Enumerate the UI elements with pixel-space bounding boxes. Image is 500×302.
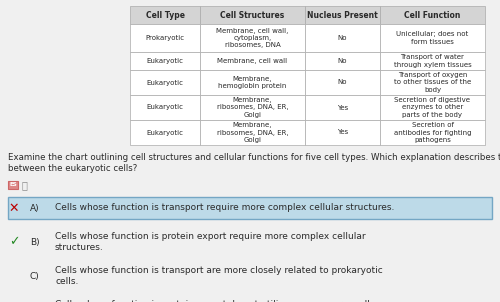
Text: Secretion of
antibodies for fighting
pathogens: Secretion of antibodies for fighting pat…: [394, 122, 471, 143]
Bar: [200, 24, 305, 52]
Text: Secretion of digestive
enzymes to other
parts of the body: Secretion of digestive enzymes to other …: [394, 97, 470, 118]
Text: Transport of oxygen
to other tissues of the
body: Transport of oxygen to other tissues of …: [394, 72, 471, 93]
Text: Transport of water
through xylem tissues: Transport of water through xylem tissues: [394, 54, 471, 68]
Bar: [305, 95, 380, 120]
Text: Unicellular; does not
form tissues: Unicellular; does not form tissues: [396, 31, 468, 45]
Text: Eukaryotic: Eukaryotic: [146, 130, 184, 136]
Text: Membrane, cell wall,
cytoplasm,
ribosomes, DNA: Membrane, cell wall, cytoplasm, ribosome…: [216, 28, 288, 48]
Text: Eukaryotic: Eukaryotic: [146, 58, 184, 64]
Text: Yes: Yes: [337, 130, 348, 136]
Bar: [380, 120, 485, 145]
Text: Examine the chart outlining cell structures and cellular functions for five cell: Examine the chart outlining cell structu…: [8, 153, 500, 173]
Text: C): C): [30, 271, 40, 281]
Text: Cell Structures: Cell Structures: [220, 11, 284, 20]
Text: ✕: ✕: [9, 201, 19, 214]
Bar: [130, 52, 200, 70]
Text: Membrane,
ribosomes, DNA, ER,
Golgi: Membrane, ribosomes, DNA, ER, Golgi: [216, 97, 288, 118]
Text: Cells whose function is protein export require more complex cellular
structures.: Cells whose function is protein export r…: [55, 232, 366, 252]
Bar: [8, 181, 18, 189]
Text: B): B): [30, 237, 40, 246]
Bar: [305, 24, 380, 52]
Text: ✓: ✓: [9, 236, 19, 249]
Text: A): A): [30, 204, 40, 213]
Text: Prokaryotic: Prokaryotic: [146, 35, 184, 41]
Bar: [200, 120, 305, 145]
Text: ES: ES: [9, 182, 17, 188]
Text: Cells whose function is transport are more closely related to prokaryotic
cells.: Cells whose function is transport are mo…: [55, 266, 383, 286]
Text: Cell Type: Cell Type: [146, 11, 184, 20]
Bar: [380, 52, 485, 70]
Text: No: No: [338, 58, 347, 64]
Bar: [380, 95, 485, 120]
Text: Nucleus Present: Nucleus Present: [307, 11, 378, 20]
Bar: [305, 70, 380, 95]
Bar: [130, 6, 200, 24]
Text: Membrane,
ribosomes, DNA, ER,
Golgi: Membrane, ribosomes, DNA, ER, Golgi: [216, 122, 288, 143]
Bar: [380, 70, 485, 95]
Text: Eukaryotic: Eukaryotic: [146, 79, 184, 85]
Text: Membrane, cell wall: Membrane, cell wall: [218, 58, 288, 64]
Bar: [130, 24, 200, 52]
Bar: [380, 24, 485, 52]
Bar: [305, 120, 380, 145]
Text: No: No: [338, 79, 347, 85]
Text: Yes: Yes: [337, 104, 348, 111]
Bar: [200, 6, 305, 24]
Text: 🔊: 🔊: [22, 180, 28, 190]
Bar: [130, 95, 200, 120]
Text: Eukaryotic: Eukaryotic: [146, 104, 184, 111]
Text: Cell Function: Cell Function: [404, 11, 460, 20]
Text: Cells whose function is transport require more complex cellular structures.: Cells whose function is transport requir…: [55, 204, 394, 213]
Bar: [380, 6, 485, 24]
Bar: [200, 52, 305, 70]
Bar: [130, 120, 200, 145]
Bar: [8, 197, 492, 219]
Bar: [305, 52, 380, 70]
Bar: [305, 6, 380, 24]
Text: Cells whose function is protein export do not utilize as many organelles as
cell: Cells whose function is protein export d…: [55, 300, 393, 302]
Bar: [200, 95, 305, 120]
Text: No: No: [338, 35, 347, 41]
Text: Membrane,
hemoglobin protein: Membrane, hemoglobin protein: [218, 76, 286, 89]
Bar: [130, 70, 200, 95]
Bar: [200, 70, 305, 95]
